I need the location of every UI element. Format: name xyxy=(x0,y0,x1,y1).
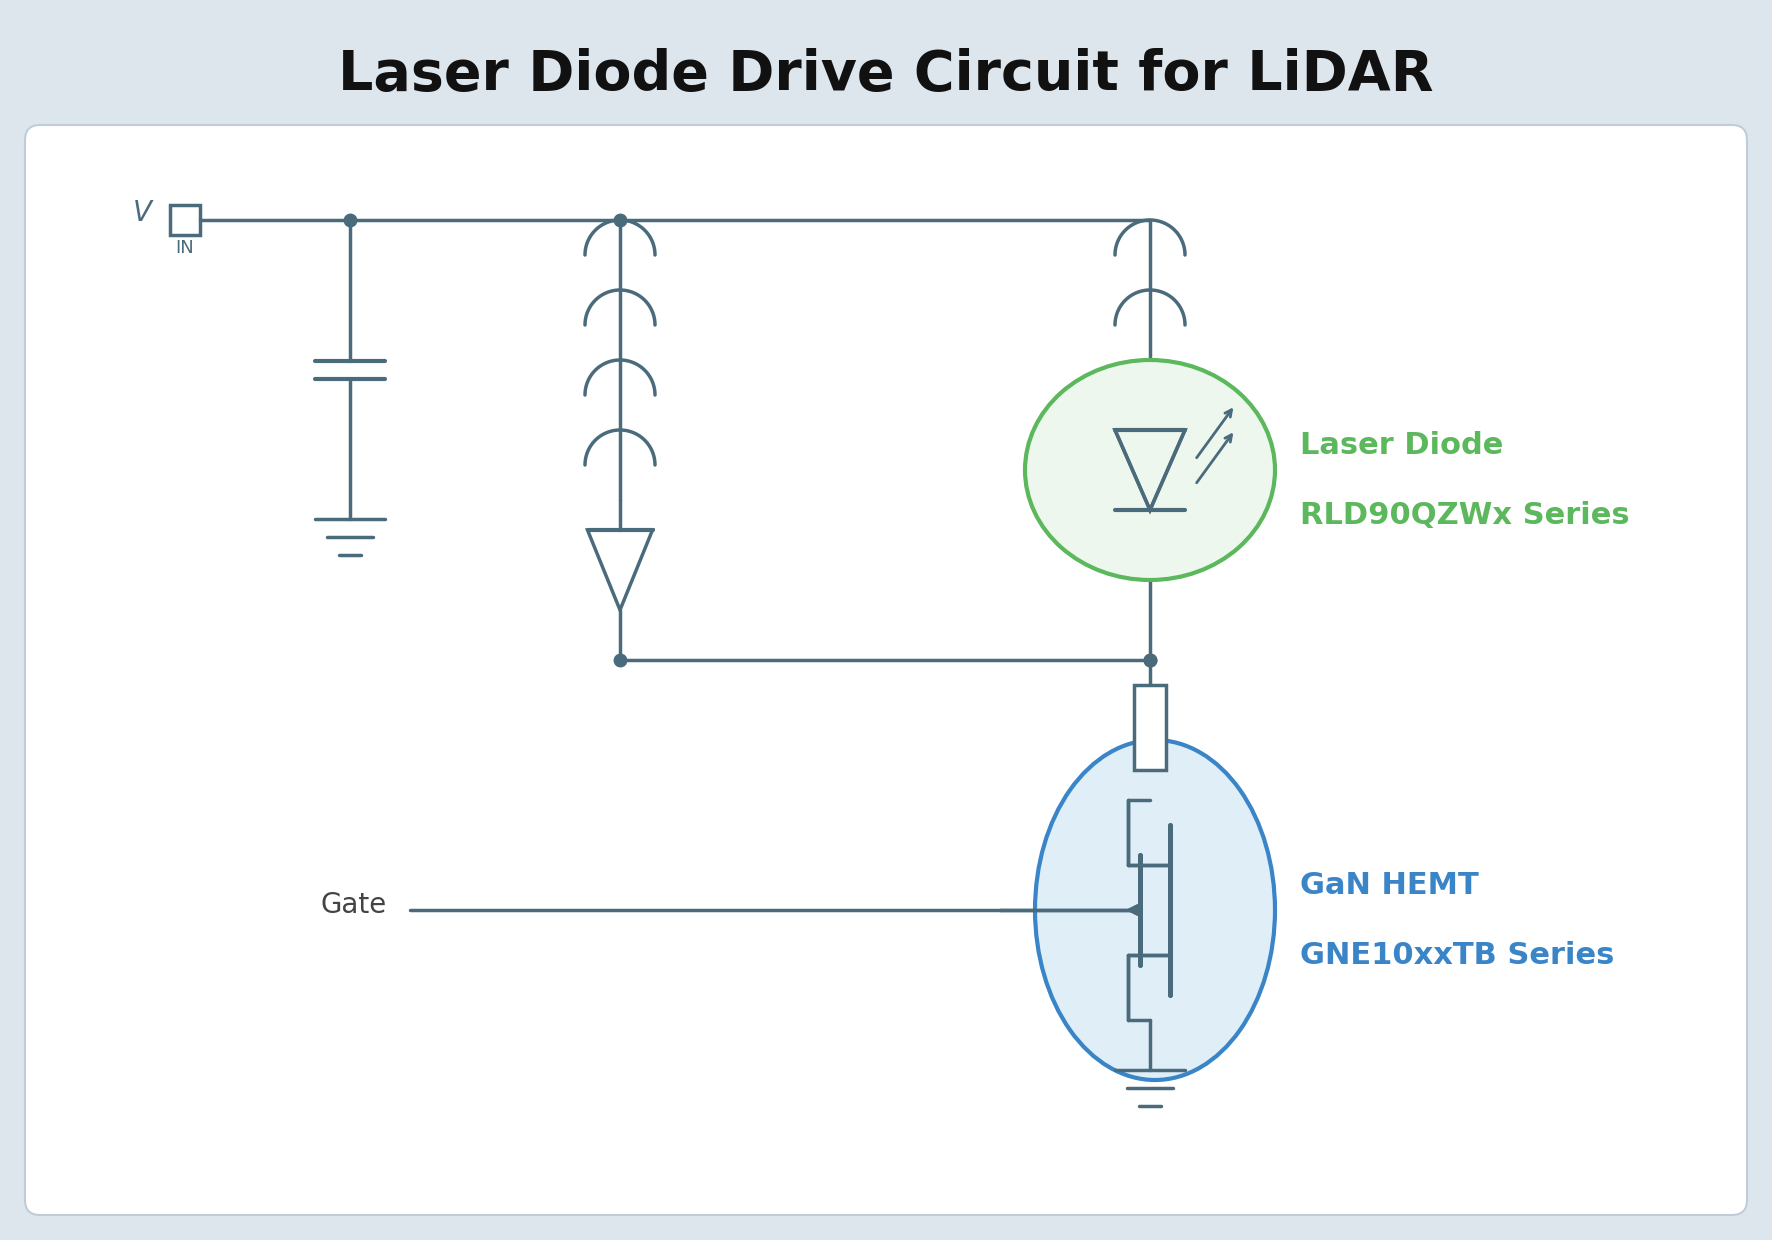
Text: RLD90QZWx Series: RLD90QZWx Series xyxy=(1301,501,1630,529)
Text: $V$: $V$ xyxy=(133,198,154,227)
Text: Laser Diode: Laser Diode xyxy=(1301,430,1503,460)
Text: Gate: Gate xyxy=(321,892,386,919)
Text: IN: IN xyxy=(175,239,193,257)
Text: GNE10xxTB Series: GNE10xxTB Series xyxy=(1301,940,1614,970)
Text: GaN HEMT: GaN HEMT xyxy=(1301,870,1480,899)
Text: Laser Diode Drive Circuit for LiDAR: Laser Diode Drive Circuit for LiDAR xyxy=(338,48,1434,102)
Ellipse shape xyxy=(1024,360,1276,580)
Bar xyxy=(1134,684,1166,770)
Ellipse shape xyxy=(1035,740,1276,1080)
FancyBboxPatch shape xyxy=(25,125,1747,1215)
